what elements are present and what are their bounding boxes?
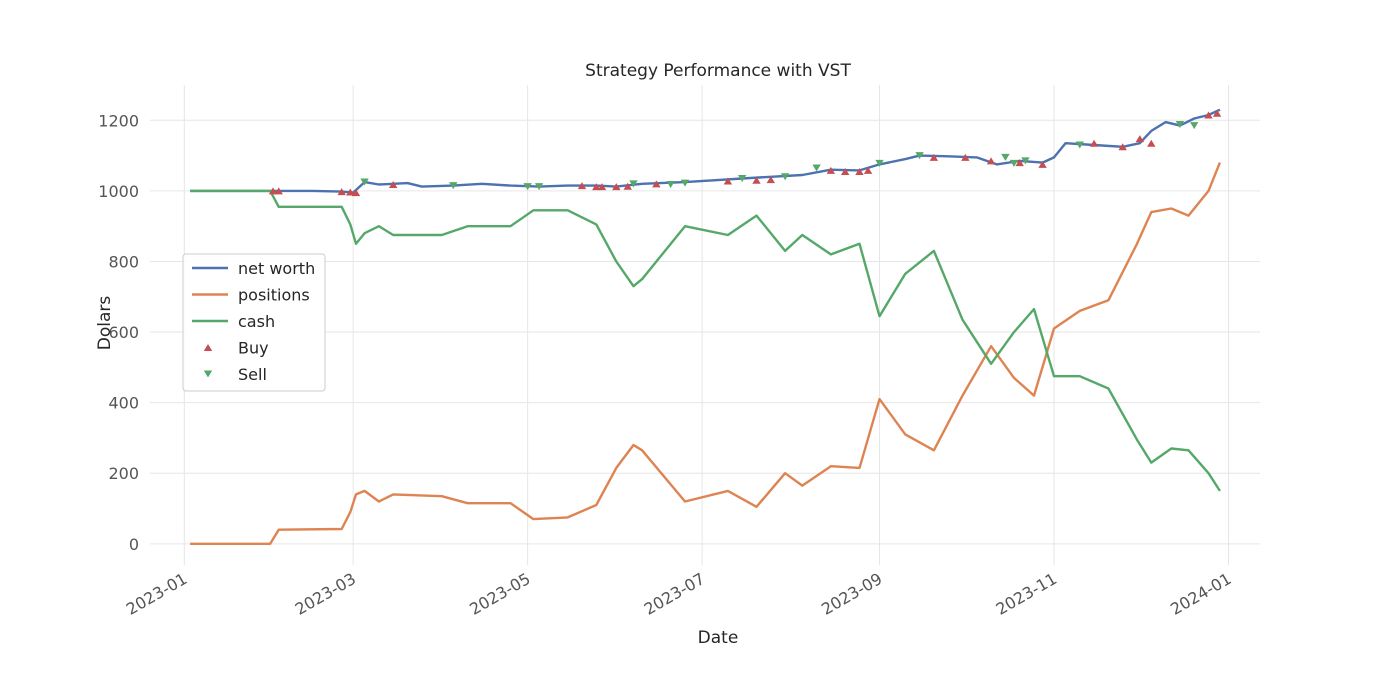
x-tick-label: 2023-01	[123, 569, 190, 619]
buy-marker	[612, 183, 621, 191]
buy-marker	[863, 166, 873, 174]
buy-marker	[274, 187, 283, 195]
legend-swatch	[203, 370, 213, 378]
sell-marker	[915, 152, 924, 160]
buy-marker	[351, 189, 361, 197]
legend-label: Buy	[238, 339, 269, 358]
buy-marker	[1118, 143, 1127, 151]
x-tick-label: 2023-05	[466, 569, 533, 619]
series-line-positions	[190, 162, 1222, 545]
buy-marker	[723, 177, 733, 185]
buy-marker	[1089, 139, 1099, 147]
buy-marker	[623, 182, 632, 190]
buy-marker	[766, 176, 775, 184]
x-axis-label: Date	[698, 628, 739, 648]
buy-marker	[1147, 139, 1156, 147]
legend: net worth positions cash Buy Sell	[182, 253, 326, 392]
trade-markers	[268, 109, 1222, 197]
sell-marker	[1175, 121, 1185, 129]
buy-marker	[577, 182, 587, 190]
y-tick-label: 1200	[98, 111, 139, 130]
y-axis-label: Dolars	[95, 296, 115, 351]
legend-label: net worth	[238, 259, 315, 278]
buy-marker	[929, 153, 939, 161]
sell-marker	[1075, 141, 1084, 149]
y-tick-label: 1000	[98, 182, 139, 201]
buy-marker	[1212, 109, 1222, 117]
sell-marker	[1190, 122, 1199, 130]
chart-title: Strategy Performance with VST	[585, 61, 851, 81]
series-line-cash	[190, 189, 1221, 492]
legend-label: Sell	[238, 365, 267, 384]
buy-marker	[268, 187, 278, 195]
sell-marker	[449, 182, 458, 190]
sell-marker	[680, 179, 690, 187]
buy-marker	[986, 157, 996, 165]
buy-marker	[1038, 160, 1047, 168]
sell-marker	[875, 159, 884, 167]
y-tick-label: 400	[108, 394, 139, 413]
legend-label: cash	[238, 312, 275, 331]
buy-marker	[752, 176, 761, 184]
buy-marker	[840, 167, 850, 175]
sell-marker	[534, 183, 544, 191]
sell-marker	[523, 183, 532, 191]
buy-marker	[652, 180, 661, 188]
legend-label: positions	[238, 286, 310, 305]
buy-marker	[337, 188, 346, 196]
buy-marker	[388, 181, 398, 189]
buy-marker	[1135, 135, 1145, 143]
sell-marker	[1009, 159, 1019, 167]
x-tick-label: 2023-09	[818, 569, 885, 619]
series-line-net-worth	[190, 108, 1221, 194]
sell-marker	[812, 164, 821, 172]
y-tick-label: 600	[108, 323, 139, 342]
legend-box	[182, 253, 326, 392]
sell-marker	[629, 180, 638, 188]
sell-marker	[360, 178, 369, 186]
buy-marker	[1204, 111, 1213, 119]
x-tick-label: 2024-01	[1167, 569, 1234, 619]
buy-marker	[855, 167, 864, 175]
y-tick-label: 200	[108, 464, 139, 483]
buy-marker	[346, 188, 355, 196]
x-tick-label: 2023-11	[993, 569, 1060, 619]
sell-marker	[666, 181, 675, 189]
buy-marker	[1015, 159, 1024, 167]
y-tick-label: 0	[129, 535, 139, 554]
buy-marker	[597, 183, 607, 191]
buy-marker	[826, 166, 836, 174]
y-tick-label: 800	[108, 252, 139, 271]
x-tick-label: 2023-07	[641, 569, 708, 619]
sell-marker	[780, 173, 790, 181]
buy-marker	[592, 183, 601, 191]
sell-marker	[1001, 153, 1010, 161]
buy-marker	[961, 153, 970, 161]
x-tick-label: 2023-03	[292, 569, 359, 619]
series-lines	[190, 108, 1222, 545]
legend-swatch	[203, 344, 213, 351]
sell-marker	[1021, 157, 1030, 165]
sell-marker	[737, 175, 747, 183]
